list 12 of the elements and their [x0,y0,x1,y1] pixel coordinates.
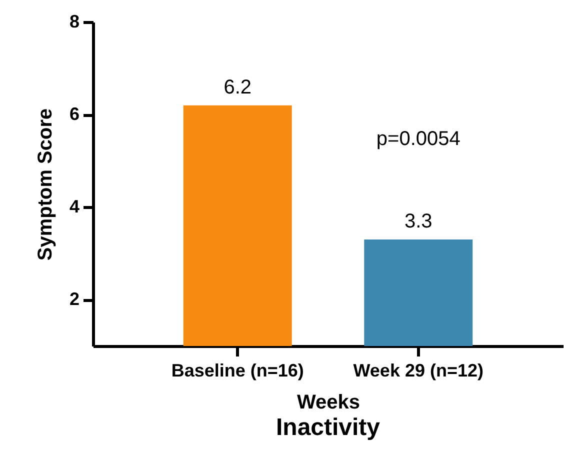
data-label: 3.3 [404,210,432,233]
y-tick-label: 2 [69,289,80,310]
y-tick-label: 4 [69,196,80,217]
data-label: 6.2 [224,76,252,98]
text: Inactivity [276,414,381,441]
x-tick-label: Week 29 (n=12) [353,360,484,380]
annotation: p=0.0054 [376,128,460,150]
x-axis-title: Weeks [296,392,360,414]
y-tick-label: 6 [69,104,80,124]
y-tick-label: 8 [69,12,80,32]
y-axis-title: Symptom Score [34,108,56,261]
x-tick-label: Baseline (n=16) [171,360,304,380]
